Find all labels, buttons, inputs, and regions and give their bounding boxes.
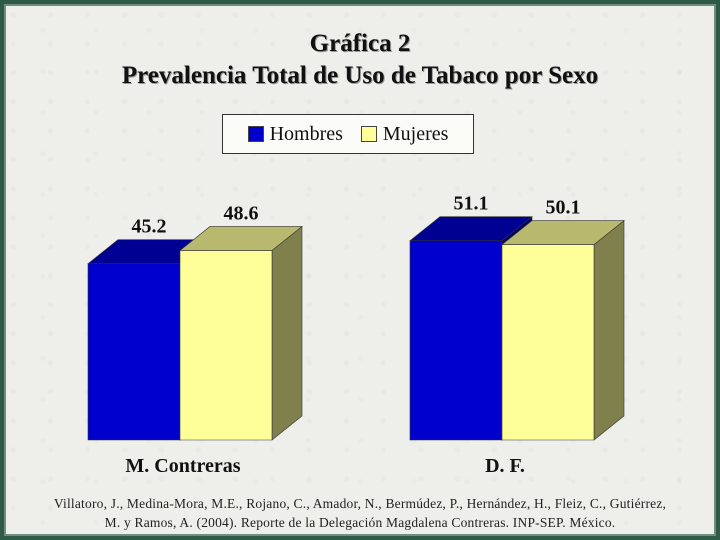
bar-hombres-0 [87,263,181,441]
bar-side-mujeres-1 [593,219,625,441]
citation-line1: Villatoro, J., Medina-Mora, M.E., Rojano… [53,496,667,511]
bar-top-mujeres-0 [179,226,303,251]
bar-mujeres-0 [179,250,273,441]
legend-swatch-mujeres [360,126,377,142]
legend-item-hombres: Hombres [247,122,343,146]
slide-frame: Gráfica 2 Prevalencia Total de Uso de Ta… [4,4,716,536]
chart-title-line2: Prevalencia Total de Uso de Tabaco por S… [121,62,599,89]
category-label-0: M. Contreras [125,455,240,477]
bar-mujeres-1 [501,244,595,441]
legend-item-mujeres: Mujeres [360,122,449,146]
citation: Villatoro, J., Medina-Mora, M.E., Rojano… [6,494,714,532]
bar-top-hombres-1 [409,216,533,242]
legend-label-hombres: Hombres [269,122,343,145]
value-label-mujeres-0: 48.6 [224,202,259,224]
citation-line2: M. y Ramos, A. (2004). Reporte de la Del… [104,515,616,530]
legend: Hombres Mujeres [222,114,474,154]
chart-title-line1: Gráfica 2 [309,30,411,57]
value-label-mujeres-1: 50.1 [546,197,581,219]
bar-top-mujeres-1 [501,220,625,245]
bar-chart: 45.2 48.6 M. Contreras 51.1 50.1 D. F. [87,193,625,477]
value-label-hombres-1: 51.1 [454,193,489,215]
legend-label-mujeres: Mujeres [382,122,449,145]
bar-hombres-1 [409,240,503,441]
value-label-hombres-0: 45.2 [132,216,167,238]
category-label-1: D. F. [485,455,525,477]
legend-swatch-hombres [247,126,264,142]
bar-side-mujeres-0 [271,225,303,441]
